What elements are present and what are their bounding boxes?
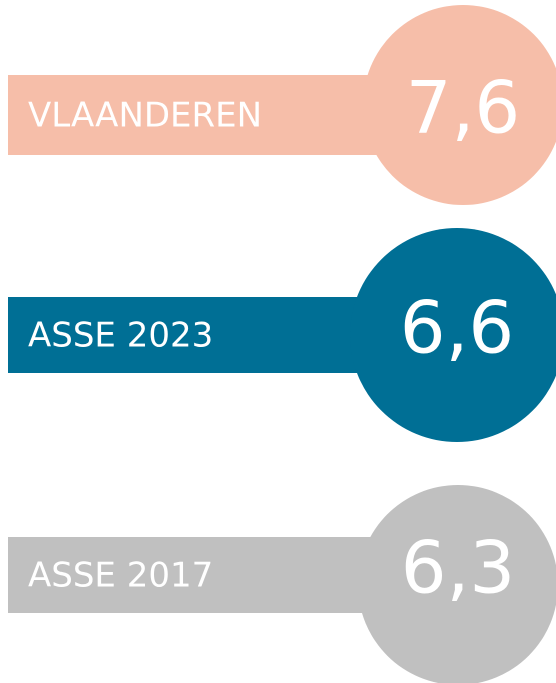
score-label: VLAANDEREN [28,96,262,136]
score-value: 7,6 [406,66,521,150]
score-label: ASSE 2023 [28,316,213,356]
score-circle [350,228,556,442]
score-value: 6,6 [400,286,515,370]
score-value: 6,3 [401,526,516,610]
score-circle [358,485,556,683]
score-item: ASSE 2017 6,3 [8,485,556,683]
score-item: VLAANDEREN 7,6 [8,5,556,205]
score-circle [363,5,556,205]
score-label: ASSE 2017 [28,556,213,596]
score-item: ASSE 2023 6,6 [8,228,556,442]
